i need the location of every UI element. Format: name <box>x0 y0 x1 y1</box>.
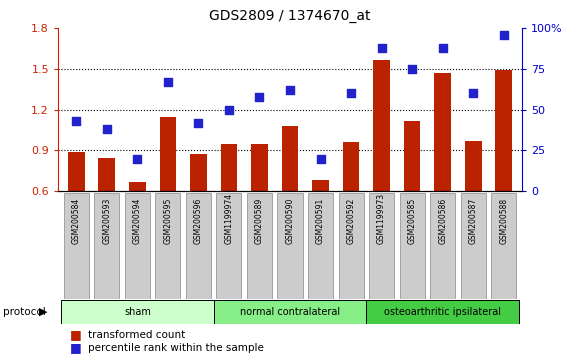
Bar <box>373 60 390 273</box>
Point <box>72 118 81 124</box>
Text: GSM200586: GSM200586 <box>438 198 447 244</box>
Bar <box>343 142 360 273</box>
Point <box>499 32 508 38</box>
Bar <box>339 193 364 299</box>
Bar <box>461 193 485 299</box>
Text: GSM200594: GSM200594 <box>133 198 142 244</box>
Text: GSM200590: GSM200590 <box>285 198 295 244</box>
Bar <box>430 193 455 299</box>
Text: GSM200587: GSM200587 <box>469 198 478 244</box>
Point <box>102 126 111 132</box>
Bar <box>277 193 303 299</box>
Bar <box>308 193 333 299</box>
Bar <box>95 193 119 299</box>
Bar <box>155 193 180 299</box>
Point <box>408 66 417 72</box>
Bar <box>61 300 213 324</box>
Text: GSM200595: GSM200595 <box>164 198 172 244</box>
Text: GSM200591: GSM200591 <box>316 198 325 244</box>
Bar <box>491 193 516 299</box>
Point <box>224 107 234 113</box>
Bar <box>186 193 211 299</box>
Text: GSM200596: GSM200596 <box>194 198 203 244</box>
Text: sham: sham <box>124 307 151 317</box>
Text: normal contralateral: normal contralateral <box>240 307 340 317</box>
Text: GSM200584: GSM200584 <box>72 198 81 244</box>
Bar <box>369 193 394 299</box>
Point <box>377 45 386 51</box>
Bar <box>125 193 150 299</box>
Bar <box>220 144 237 273</box>
Text: protocol: protocol <box>3 307 46 317</box>
Point <box>133 156 142 161</box>
Bar <box>99 158 115 273</box>
Text: osteoarthritic ipsilateral: osteoarthritic ipsilateral <box>384 307 501 317</box>
Text: GSM200588: GSM200588 <box>499 198 508 244</box>
Bar <box>190 154 207 273</box>
Bar <box>367 300 519 324</box>
Text: ▶: ▶ <box>39 307 48 317</box>
Text: GSM1199974: GSM1199974 <box>224 193 233 244</box>
Text: GSM200592: GSM200592 <box>347 198 356 244</box>
Bar <box>495 70 512 273</box>
Bar <box>251 144 268 273</box>
Bar <box>400 193 425 299</box>
Point <box>469 91 478 96</box>
Bar <box>213 300 367 324</box>
Bar <box>247 193 272 299</box>
Text: ■: ■ <box>70 341 81 354</box>
Bar <box>68 153 85 273</box>
Bar <box>216 193 241 299</box>
Point <box>316 156 325 161</box>
Text: GSM1199973: GSM1199973 <box>377 193 386 244</box>
Point <box>163 79 172 85</box>
Bar <box>129 182 146 273</box>
Text: GSM200593: GSM200593 <box>102 198 111 244</box>
Bar <box>64 193 89 299</box>
Text: GSM200585: GSM200585 <box>408 198 416 244</box>
Text: GDS2809 / 1374670_at: GDS2809 / 1374670_at <box>209 9 371 23</box>
Bar <box>160 117 176 273</box>
Text: ■: ■ <box>70 328 81 341</box>
Text: percentile rank within the sample: percentile rank within the sample <box>88 343 264 353</box>
Bar <box>465 141 481 273</box>
Text: transformed count: transformed count <box>88 330 186 339</box>
Bar <box>404 121 420 273</box>
Point <box>194 120 203 126</box>
Point <box>438 45 447 51</box>
Text: GSM200589: GSM200589 <box>255 198 264 244</box>
Bar <box>434 73 451 273</box>
Bar <box>282 126 298 273</box>
Point <box>255 94 264 99</box>
Point <box>346 91 356 96</box>
Point <box>285 87 295 93</box>
Bar <box>312 179 329 273</box>
